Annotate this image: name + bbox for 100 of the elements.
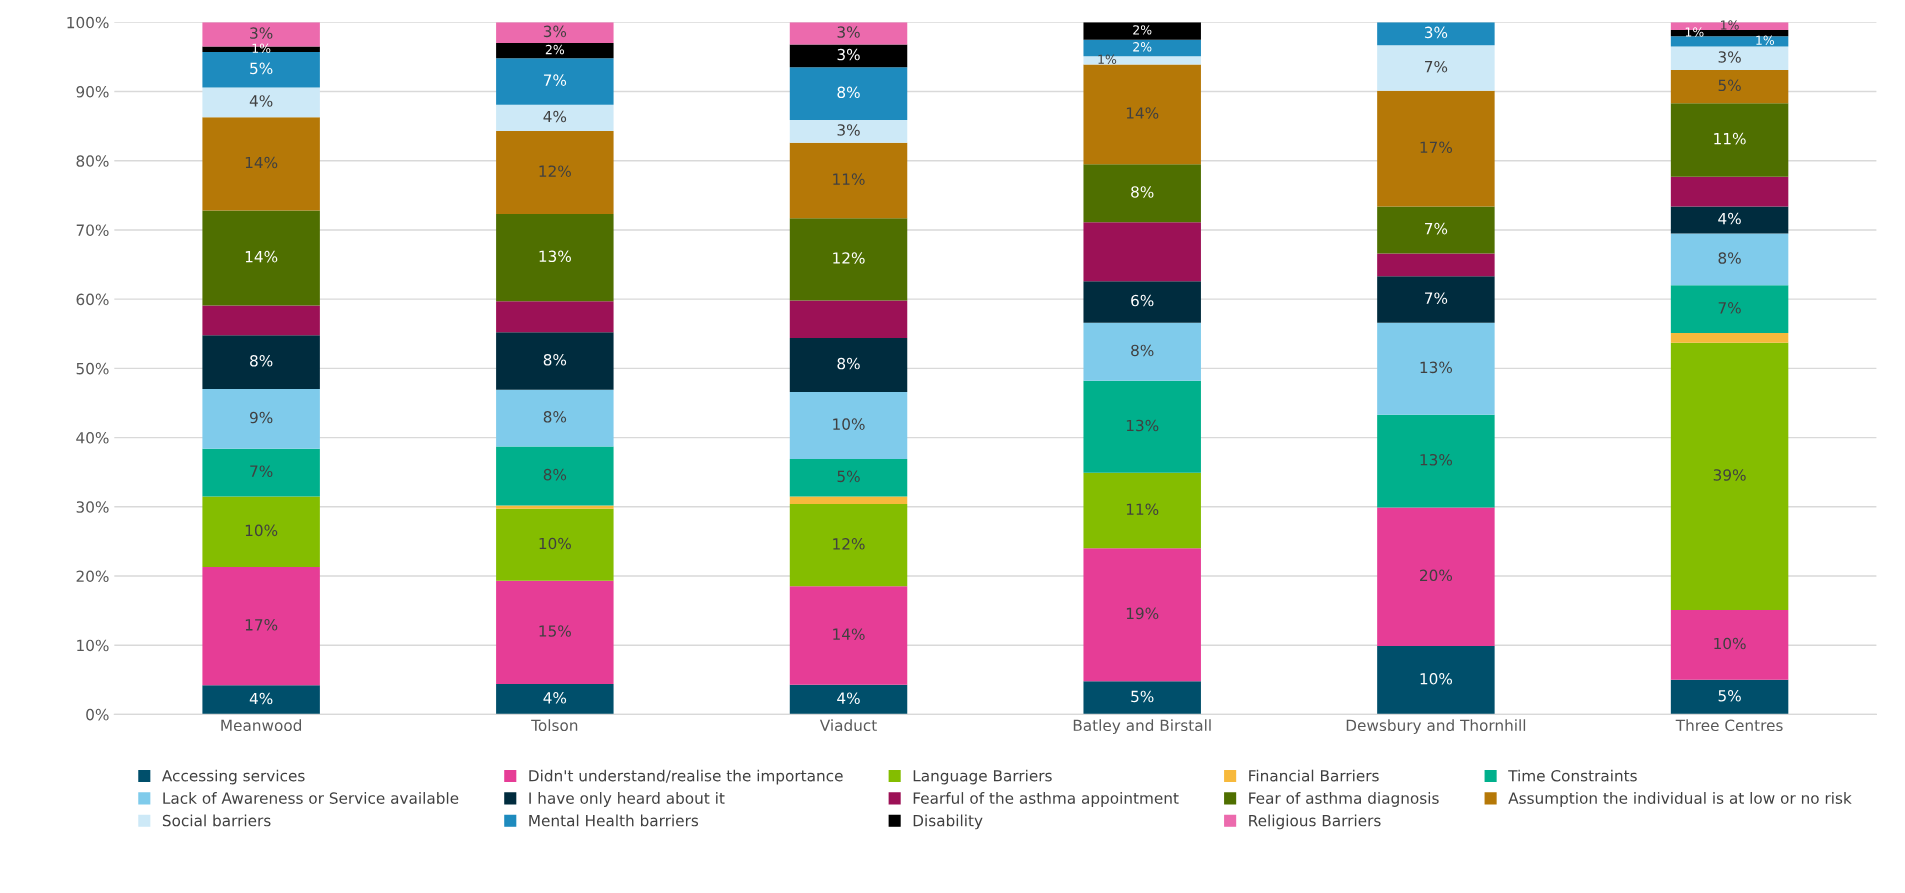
data-label: 1% [1685,27,1704,37]
y-tick-label: 80% [76,155,109,167]
bar [1670,609,1789,680]
legend-label: Mental Health barriers [529,814,699,827]
bar [1083,56,1201,65]
y-tick-label: 30% [76,501,109,513]
data-label: 1% [1098,54,1117,65]
data-label: 12% [539,165,571,177]
data-label: 3% [1424,26,1448,39]
data-label: 8% [1131,186,1154,198]
bar [202,335,320,390]
data-label: 8% [1131,344,1154,357]
bar [202,117,320,211]
data-label: 12% [833,538,865,550]
data-label: 7% [1425,222,1448,235]
bar [1670,29,1789,37]
bar [789,459,908,497]
data-label: 13% [539,250,571,263]
bar [1083,681,1201,715]
bar [496,130,614,215]
bar [496,332,614,390]
data-label: 7% [250,465,273,477]
bar [1083,380,1201,473]
bar [1377,206,1495,254]
data-label: 3% [837,26,860,38]
bar [789,218,908,301]
data-label: 10% [539,537,571,550]
data-label: 15% [539,625,571,637]
bar [202,496,320,567]
legend-label: Financial Barriers [1249,769,1379,782]
bar [789,496,908,505]
bar [496,43,614,59]
bar [1083,22,1201,40]
data-label: 1% [1756,35,1775,45]
bar [496,508,614,581]
data-label: 13% [1420,361,1453,374]
bar [202,210,320,306]
bar [202,87,320,118]
bar [789,337,908,392]
data-label: 11% [1126,503,1159,516]
bar [789,684,908,715]
bar [202,566,320,686]
data-label: 5% [1718,689,1741,702]
y-tick-label: 10% [77,639,109,652]
data-label: 9% [249,411,273,424]
data-label: 13% [1420,453,1453,466]
data-label: 6% [1131,294,1154,307]
data-label: 7% [1718,302,1741,314]
bar [1377,322,1495,415]
bar [789,391,908,460]
legend-label: Lack of Awareness or Service available [163,792,459,804]
data-label: 14% [245,250,278,263]
bar [202,52,320,88]
bar [1670,70,1789,104]
data-label: 5% [837,470,860,483]
legend-label: Religious Barriers [1249,814,1381,830]
y-tick-label: 90% [76,86,109,98]
bar [496,505,614,509]
x-tick-label: Viaduct [819,719,877,732]
bar [789,67,908,120]
bar [496,58,614,105]
legend-label: Fearful of the asthma appointment [913,792,1179,807]
data-label: 10% [1420,673,1453,685]
data-label: 8% [837,357,860,370]
data-label: 10% [833,418,865,430]
y-tick-label: 100% [67,16,109,29]
bar [1377,414,1495,508]
data-label: 4% [837,692,860,704]
bar [789,300,908,338]
x-tick-label: Batley and Birstall [1073,719,1211,735]
bar [202,685,320,715]
data-label: 5% [1718,79,1741,92]
bar [789,119,908,143]
legend-label: I have only heard about it [529,792,725,807]
bar [1083,64,1201,165]
data-label: 4% [543,110,567,123]
bar [1670,285,1789,334]
bar [789,504,908,587]
x-tick-label: Three Centres [1675,719,1783,732]
data-label: 4% [1718,212,1741,225]
y-tick-label: 40% [76,432,109,444]
bar [496,214,614,302]
data-label: 5% [1131,690,1154,703]
data-label: 17% [245,619,278,631]
data-label: 14% [1126,107,1159,119]
data-label: 3% [837,48,860,61]
bar [789,44,908,68]
data-label: 7% [1425,60,1448,73]
data-label: 39% [1713,469,1746,481]
bar [789,586,908,685]
legend-label: Fear of asthma diagnosis [1249,792,1439,807]
y-tick-label: 50% [76,362,109,375]
data-label: 10% [1714,637,1746,650]
y-tick-label: 70% [76,224,109,236]
bar [202,448,320,497]
bar [1377,645,1495,715]
data-label: 4% [249,95,273,107]
bar [496,580,614,684]
data-label: 10% [245,524,278,537]
bar [1670,679,1789,715]
